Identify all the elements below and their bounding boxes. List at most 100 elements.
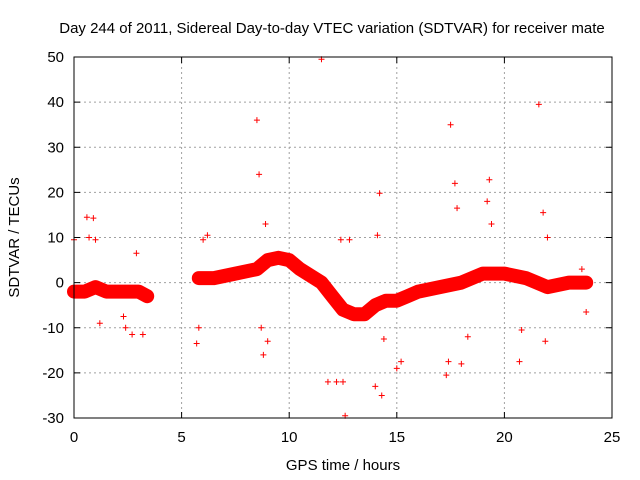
x-tick-label: 15 [388, 429, 405, 446]
data-layer [67, 56, 594, 419]
band-point [232, 270, 239, 277]
band-point [286, 257, 293, 264]
y-tick-label: 10 [47, 230, 64, 247]
data-point [346, 236, 353, 243]
data-point [378, 392, 385, 399]
chart-title: Day 244 of 2011, Sidereal Day-to-day VTE… [59, 20, 605, 37]
band-point [479, 270, 486, 277]
data-point [540, 209, 547, 216]
band-point [490, 270, 497, 277]
plot-frame [73, 56, 613, 419]
data-point [484, 198, 491, 205]
data-point [516, 358, 523, 365]
data-point [139, 331, 146, 338]
band-point [210, 275, 217, 282]
data-point [264, 338, 271, 345]
band-point [350, 311, 357, 318]
data-point [333, 378, 340, 385]
data-point [447, 121, 454, 128]
band-point [296, 266, 303, 273]
data-point [488, 220, 495, 227]
data-point [324, 378, 331, 385]
band-point [565, 279, 572, 286]
data-point [83, 214, 90, 221]
data-point [583, 308, 590, 315]
band-point [458, 279, 465, 286]
data-point [86, 234, 93, 241]
band-point [81, 288, 88, 295]
data-point [193, 340, 200, 347]
y-tick-label: -10 [42, 320, 64, 337]
data-point [96, 320, 103, 327]
series-0 [67, 250, 594, 322]
y-tick-label: -20 [42, 365, 64, 382]
band-point [436, 284, 443, 291]
band-point [393, 297, 400, 304]
data-point [398, 358, 405, 365]
data-point [253, 117, 260, 124]
data-point [260, 351, 267, 358]
band-point [253, 266, 260, 273]
data-point [200, 236, 207, 243]
data-point [380, 336, 387, 343]
data-point [486, 176, 493, 183]
data-point [204, 232, 211, 239]
x-tick-label: 5 [177, 429, 185, 446]
band-point [340, 306, 346, 313]
y-tick-label: 0 [56, 275, 64, 292]
data-point [256, 171, 263, 178]
data-point [464, 333, 471, 340]
y-tick-label: 50 [47, 49, 64, 66]
y-tick-label: 30 [47, 139, 64, 156]
data-point [120, 313, 127, 320]
x-tick-label: 25 [604, 429, 621, 446]
band-point [544, 284, 551, 291]
band-point [522, 275, 529, 282]
band-point [195, 275, 202, 282]
grid [74, 57, 612, 418]
axes: 0 5 10 15 20 25 -30 -20 -10 0 10 20 30 40 50 [42, 49, 620, 446]
band-point [144, 293, 151, 300]
band-segment [191, 250, 594, 322]
x-tick-label: 10 [281, 429, 298, 446]
band-point [135, 288, 142, 295]
band-point [329, 293, 336, 300]
data-point [262, 220, 269, 227]
y-axis-label: SDTVAR / TECUs [6, 177, 23, 297]
x-tick-label: 20 [496, 429, 513, 446]
series-1 [71, 56, 590, 419]
band-point [114, 288, 121, 295]
y-tick-label: 40 [47, 94, 64, 111]
band-point [415, 288, 422, 295]
data-point [454, 205, 461, 212]
data-point [578, 266, 585, 273]
data-point [458, 360, 465, 367]
band-point [124, 288, 131, 295]
data-point [535, 101, 542, 108]
data-point [122, 324, 129, 331]
data-point [133, 250, 140, 257]
data-point [443, 372, 450, 379]
y-tick-label: -30 [42, 410, 64, 427]
data-point [195, 324, 202, 331]
band-point [92, 284, 99, 291]
data-point [376, 190, 383, 197]
band-point [361, 311, 368, 318]
data-point [518, 327, 525, 334]
data-point [372, 383, 379, 390]
data-point [258, 324, 265, 331]
band-point [275, 254, 282, 261]
data-point [451, 180, 458, 187]
band-point [383, 297, 390, 304]
band-point [533, 279, 540, 286]
band-point [318, 279, 325, 286]
data-point [129, 331, 136, 338]
data-point [337, 236, 344, 243]
band-point [583, 279, 590, 286]
band-point [404, 293, 411, 300]
data-point [445, 358, 452, 365]
y-tick-label: 20 [47, 184, 64, 201]
x-axis-label: GPS time / hours [286, 457, 400, 474]
data-point [90, 215, 97, 222]
